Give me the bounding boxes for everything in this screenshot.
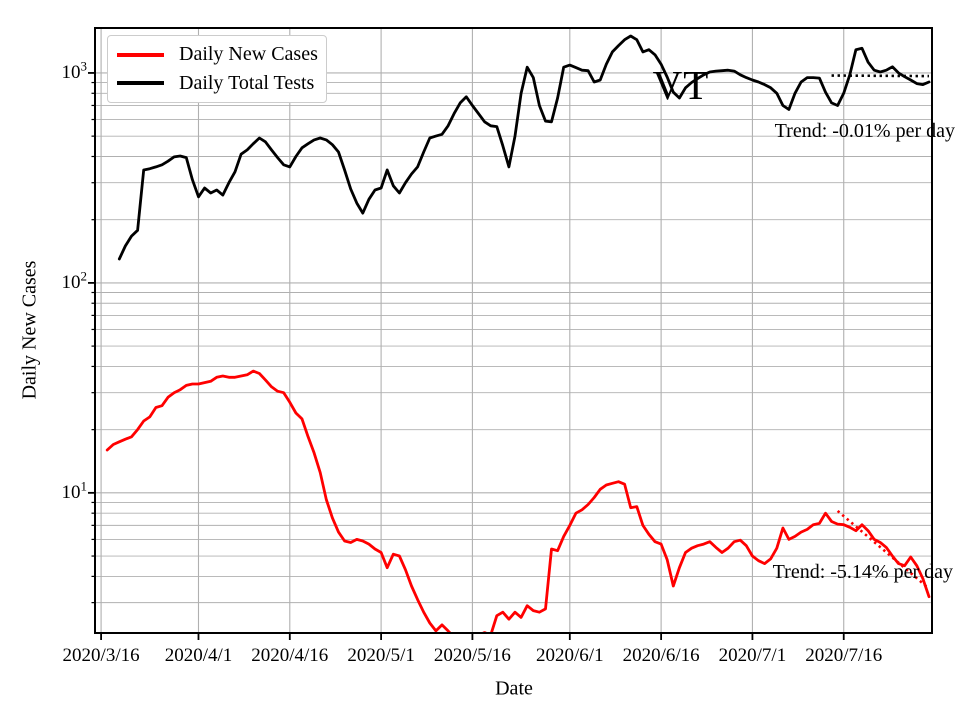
x-tick-label: 2020/3/16	[62, 645, 140, 666]
y-axis-title: Daily New Cases	[18, 260, 41, 400]
legend-row-tests: Daily Total Tests	[117, 72, 317, 95]
cases-line-swatch	[117, 53, 164, 57]
y-tick-label: 103	[61, 58, 88, 83]
x-tick-label: 2020/6/1	[536, 645, 604, 666]
x-tick-label: 2020/7/16	[805, 645, 883, 666]
state-title: VT	[652, 62, 710, 108]
tests-line-swatch	[117, 81, 164, 85]
cases-line	[105, 369, 931, 633]
legend: Daily New Cases Daily Total Tests	[107, 35, 327, 103]
cases-trend-dotted-line	[836, 509, 930, 590]
tests-trend-dotted-line	[831, 74, 929, 78]
x-tick-label: 2020/5/16	[433, 645, 511, 666]
legend-label-tests: Daily Total Tests	[179, 71, 315, 94]
y-tick-label: 102	[61, 268, 88, 293]
legend-row-cases: Daily New Cases	[117, 43, 318, 66]
axes-frame	[94, 27, 933, 634]
y-tick-label: 101	[61, 478, 88, 503]
x-tick-label: 2020/5/1	[347, 645, 415, 666]
tests-trend-annotation: Trend: -0.01% per day	[774, 120, 955, 142]
x-tick-label: 2020/4/1	[164, 645, 233, 666]
x-axis-title: Date	[495, 677, 533, 700]
x-tick-label: 2020/4/16	[251, 645, 329, 666]
legend-label-cases: Daily New Cases	[179, 43, 318, 66]
cases-trend-annotation: Trend: -5.14% per day	[772, 561, 953, 583]
x-tick-label: 2020/7/1	[718, 645, 787, 666]
tests-line	[117, 34, 931, 261]
x-tick-label: 2020/6/16	[622, 645, 700, 666]
